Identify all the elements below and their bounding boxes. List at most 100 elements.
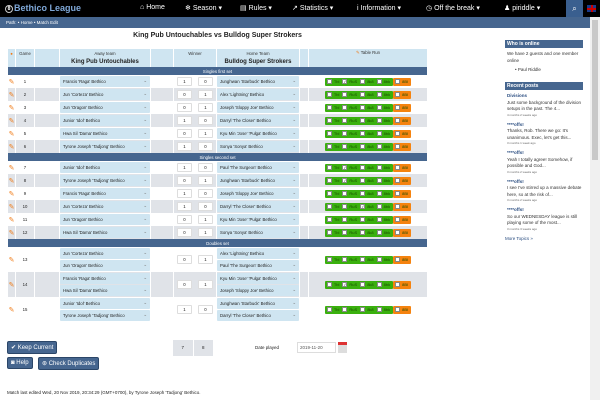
run-checkbox-8bk[interactable] [376,118,382,123]
uk-flag-icon[interactable] [587,5,596,12]
run-checkbox-8BI[interactable] [395,165,401,170]
run-checkbox-8bk[interactable] [376,178,382,183]
home-player-select[interactable]: Joseph 'Sloppy Joe' Bethico [217,285,299,296]
run-checkbox-8k8[interactable]: ✓ [360,204,366,209]
run-checkbox-8k8[interactable] [360,165,366,170]
home-player-select[interactable]: Junghwan 'Starbuck' Bethico [217,175,299,186]
home-score[interactable]: 0 [198,163,213,172]
pencil-icon[interactable]: ✎ [8,187,15,200]
away-player-select[interactable]: Tyrone Joseph 'Tadjong' Bethico [60,310,150,321]
run-checkbox-8bk[interactable] [376,257,382,262]
run-checkbox-8k8[interactable] [360,105,366,110]
away-player-select[interactable]: Jun 'Corteza' Bethico [60,248,150,259]
run-checkbox-8BI[interactable] [395,257,401,262]
run-checkbox-8bk[interactable] [376,131,382,136]
away-score[interactable]: 0 [177,129,192,138]
away-player-select[interactable]: Tyrone Joseph 'Tadjong' Bethico [60,141,150,152]
home-score[interactable]: 0 [198,202,213,211]
pencil-icon[interactable]: ✎ [8,174,15,187]
run-checkbox-Tbl[interactable] [326,92,332,97]
nav-5[interactable]: ◷ Off the break ▾ [426,5,480,12]
home-score[interactable]: 1 [198,280,213,289]
run-checkbox-8bk[interactable] [376,165,382,170]
run-checkbox-Tbl[interactable] [326,131,332,136]
pencil-icon[interactable]: ✎ [8,161,15,174]
away-player-select[interactable]: Hwa Sil 'Dama' Bethico [60,285,150,296]
run-checkbox-Tbl[interactable] [326,79,332,84]
away-score[interactable]: 1 [177,77,192,86]
run-checkbox-8bk[interactable] [376,79,382,84]
away-score[interactable]: 1 [177,189,192,198]
run-checkbox-8BI[interactable] [395,204,401,209]
run-checkbox-8k8[interactable] [360,131,366,136]
calendar-icon[interactable] [338,342,347,353]
away-score[interactable]: 0 [177,255,192,264]
run-checkbox-RuS[interactable]: ✓ [342,178,348,183]
home-player-select[interactable]: Junghwan 'Starbuck' Bethico [217,76,299,87]
run-checkbox-Tbl[interactable] [326,217,332,222]
run-checkbox-8k8[interactable] [360,217,366,222]
home-player-select[interactable]: Sonya 'Sonya' Bethico [217,141,299,152]
run-checkbox-RuS[interactable]: ✓ [342,79,348,84]
home-player-select[interactable]: Kyu Min 'Jose' 'Pulga' Bethico [217,214,299,225]
away-player-select[interactable]: Hwa Sil 'Dama' Bethico [60,227,150,238]
away-score[interactable]: 1 [177,202,192,211]
pencil-icon[interactable]: ✎ [8,140,15,153]
pencil-icon[interactable]: ✎ [8,101,15,114]
run-checkbox-8bk[interactable] [376,217,382,222]
run-checkbox-8BI[interactable] [395,118,401,123]
search-icon[interactable]: ⌕ [566,0,583,17]
run-checkbox-8k8[interactable] [360,307,366,312]
run-checkbox-Tbl[interactable] [326,204,332,209]
run-checkbox-Tbl[interactable] [326,118,332,123]
run-checkbox-Tbl[interactable] [326,165,332,170]
away-score[interactable]: 0 [177,176,192,185]
run-checkbox-RuS[interactable] [342,131,348,136]
nav-0[interactable]: ⌂ Home [140,4,165,11]
run-checkbox-Tbl[interactable] [326,282,332,287]
home-player-select[interactable]: Alex 'Lightning' Bethico [217,248,299,259]
home-player-select[interactable]: Kyu Min 'Jose' 'Pulga' Bethico [217,273,299,284]
home-player-select[interactable]: Sonya 'Sonya' Bethico [217,227,299,238]
post-title-link[interactable]: ****offs! [507,207,524,212]
away-score[interactable]: 0 [177,280,192,289]
run-checkbox-RuS[interactable] [342,204,348,209]
nav-1[interactable]: ❄ Season ▾ [185,5,223,12]
run-checkbox-RuS[interactable] [342,230,348,235]
run-checkbox-8k8[interactable] [360,191,366,196]
run-checkbox-8bk[interactable] [376,204,382,209]
run-checkbox-RuS[interactable] [342,307,348,312]
away-player-select[interactable]: Francis 'Raga' Bethico [60,273,150,284]
run-checkbox-RuS[interactable]: ✓ [342,165,348,170]
home-player-select[interactable]: Joseph 'Sloppy Joe' Bethico [217,188,299,199]
home-score[interactable]: 0 [198,116,213,125]
run-checkbox-8bk[interactable] [376,191,382,196]
post-title-link[interactable]: ****offs! [507,150,524,155]
home-score[interactable]: 1 [198,103,213,112]
run-checkbox-RuS[interactable] [342,144,348,149]
run-checkbox-8bk[interactable] [376,230,382,235]
home-score[interactable]: 1 [198,90,213,99]
away-score[interactable]: 0 [177,90,192,99]
run-checkbox-8BI[interactable] [395,282,401,287]
home-score[interactable]: 1 [198,228,213,237]
run-checkbox-8bk[interactable] [376,307,382,312]
home-score[interactable]: 1 [198,176,213,185]
online-user[interactable]: • Paul Riddle [515,67,541,72]
run-checkbox-8BI[interactable] [395,307,401,312]
run-checkbox-8k8[interactable] [360,230,366,235]
run-checkbox-Tbl[interactable] [326,307,332,312]
run-checkbox-Tbl[interactable] [326,191,332,196]
home-player-select[interactable]: Joseph 'Sloppy Joe' Bethico [217,102,299,113]
run-checkbox-8k8[interactable] [360,144,366,149]
run-checkbox-8BI[interactable] [395,230,401,235]
run-checkbox-RuS[interactable] [342,191,348,196]
run-checkbox-Tbl[interactable] [326,178,332,183]
scrollbar-thumb[interactable] [592,20,598,160]
run-checkbox-RuS[interactable] [342,118,348,123]
pencil-icon[interactable]: ✎ [8,75,15,88]
run-checkbox-RuS[interactable] [342,217,348,222]
run-checkbox-8k8[interactable] [360,92,366,97]
run-checkbox-8BI[interactable] [395,105,401,110]
run-checkbox-8bk[interactable] [376,144,382,149]
